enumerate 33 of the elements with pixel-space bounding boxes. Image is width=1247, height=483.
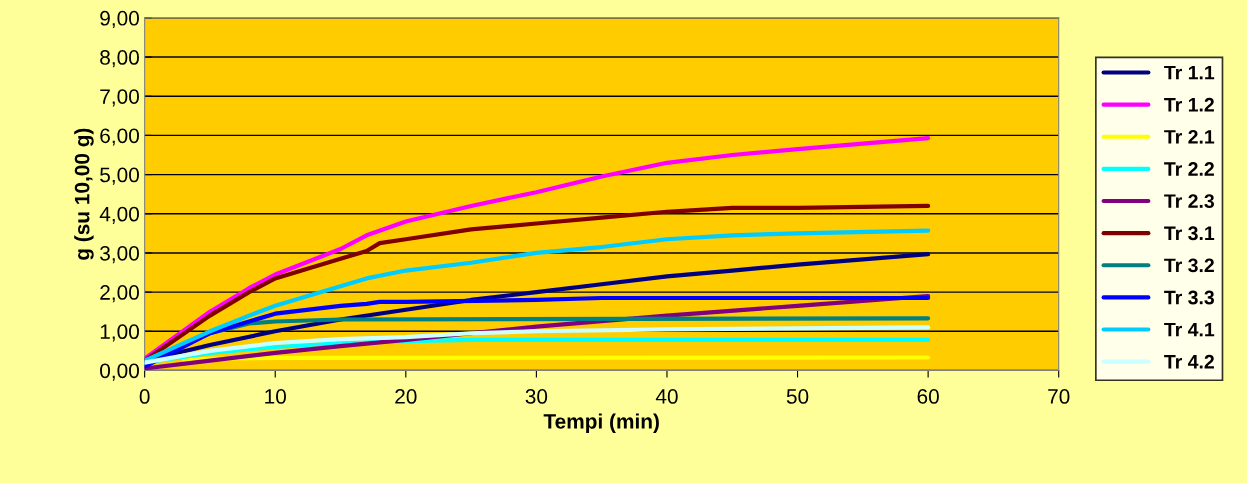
- legend-label: Tr 1.2: [1164, 97, 1214, 112]
- x-tick-label: 60: [917, 389, 939, 404]
- x-tick-label: 40: [655, 389, 678, 404]
- y-tick-label: 7,00: [100, 89, 139, 107]
- y-tick-label: 4,00: [99, 206, 139, 224]
- legend-label: Tr 3.2: [1164, 258, 1214, 273]
- y-tick-label: 3,00: [100, 245, 139, 264]
- x-tick-label: 10: [265, 389, 286, 404]
- y-tick-label: 9,00: [100, 10, 139, 29]
- line-series: [144, 136, 931, 361]
- x-axis-title: Tempi (min): [543, 413, 659, 433]
- y-tick-label: 6,00: [100, 128, 139, 146]
- x-tick-label: 0: [139, 389, 150, 404]
- y-tick-label: 5,00: [100, 167, 139, 185]
- legend-label: Tr 3.1: [1164, 226, 1215, 241]
- x-tick-label: 30: [525, 389, 548, 404]
- y-tick-label: 8,00: [100, 50, 139, 68]
- legend-label: Tr 3.3: [1164, 290, 1215, 305]
- legend-label: Tr 2.2: [1164, 162, 1214, 176]
- y-tick-label: 2,00: [100, 285, 139, 303]
- x-tick-label: 50: [786, 389, 809, 404]
- line-series: [144, 228, 931, 363]
- x-tick-label: 70: [1048, 389, 1070, 404]
- y-tick-label: 0,00: [100, 363, 139, 381]
- legend-label: Tr 2.3: [1164, 194, 1215, 209]
- legend-label: Tr 4.1: [1164, 322, 1215, 337]
- legend-label: Tr 1.1: [1164, 65, 1215, 80]
- legend-label: Tr 4.2: [1164, 354, 1214, 369]
- y-axis-title: g (su 10,00 g): [74, 128, 94, 260]
- line-series: [144, 325, 931, 365]
- x-tick-label: 20: [395, 389, 417, 404]
- legend-label: Tr 2.1: [1164, 129, 1215, 144]
- y-tick-label: 1,00: [100, 324, 139, 342]
